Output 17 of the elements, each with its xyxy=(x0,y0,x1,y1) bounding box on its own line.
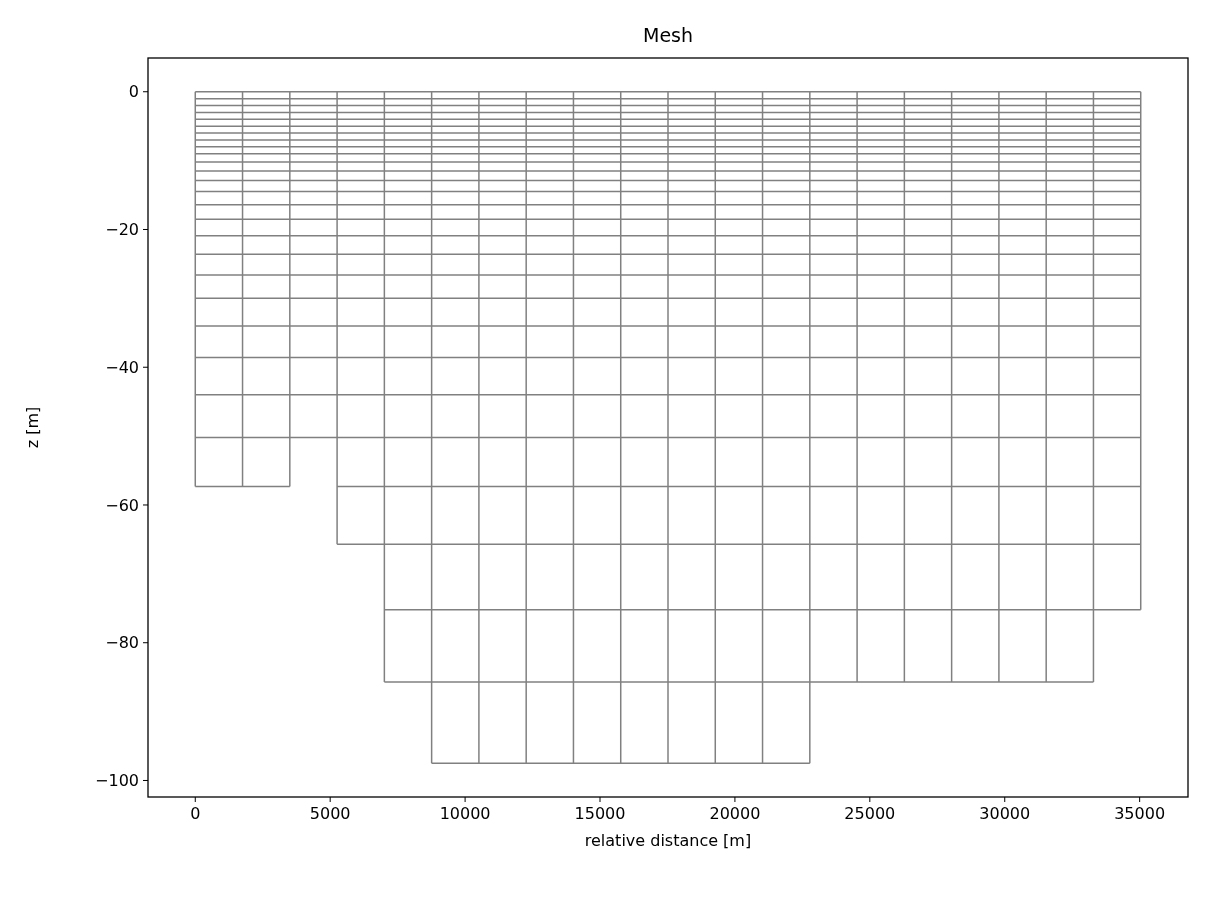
y-tick-label: −100 xyxy=(95,771,139,791)
chart-title: Mesh xyxy=(642,24,694,46)
x-tick-label: 35000 xyxy=(1114,804,1166,823)
x-tick-label: 25000 xyxy=(844,804,896,823)
y-tick-label: 0 xyxy=(128,82,139,102)
x-tick-label: 20000 xyxy=(709,804,761,823)
x-tick-label: 15000 xyxy=(574,804,626,823)
y-tick-label: −40 xyxy=(105,357,139,377)
x-tick-label: 10000 xyxy=(439,804,491,823)
x-axis-title: relative distance [m] xyxy=(584,831,752,850)
y-tick-label: −80 xyxy=(105,633,139,653)
y-tick-label: −60 xyxy=(105,495,139,515)
x-tick-label: 0 xyxy=(190,804,201,823)
x-tick-label: 30000 xyxy=(979,804,1031,823)
y-tick-label: −20 xyxy=(105,220,139,240)
x-tick-label: 5000 xyxy=(309,804,351,823)
y-axis-title: z [m] xyxy=(23,406,42,449)
